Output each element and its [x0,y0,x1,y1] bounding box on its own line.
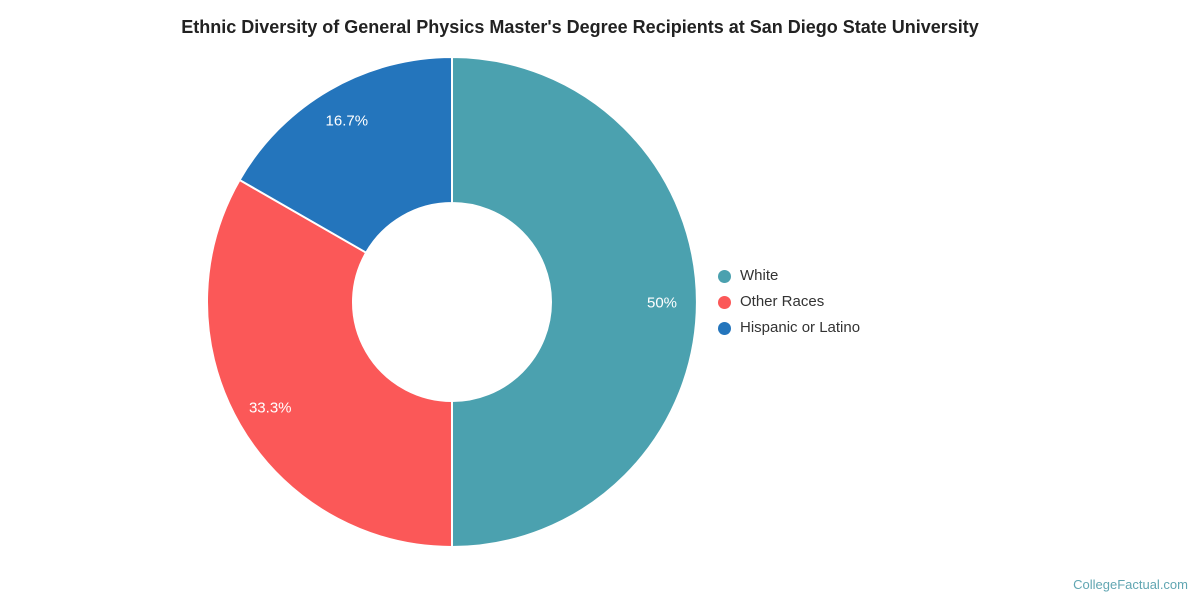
donut-slice-white[interactable] [451,56,698,548]
donut-slice-hispanic-or-latino[interactable] [238,56,453,254]
legend: White Other Races Hispanic or Latino [718,263,860,341]
legend-item-hispanic-or-latino[interactable]: Hispanic or Latino [718,315,860,341]
legend-marker-icon [718,269,731,283]
legend-marker-icon [718,321,731,335]
chart-title: Ethnic Diversity of General Physics Mast… [181,17,979,37]
legend-item-label: White [740,267,779,284]
legend-item-label: Other Races [740,293,825,310]
legend-item-white[interactable]: White [718,263,860,289]
legend-item-other-races[interactable]: Other Races [718,289,860,315]
legend-marker-icon [718,295,731,309]
watermark-link[interactable]: CollegeFactual.com [1073,577,1188,592]
legend-item-label: Hispanic or Latino [740,319,861,336]
donut-slice-other-races[interactable] [206,178,453,548]
